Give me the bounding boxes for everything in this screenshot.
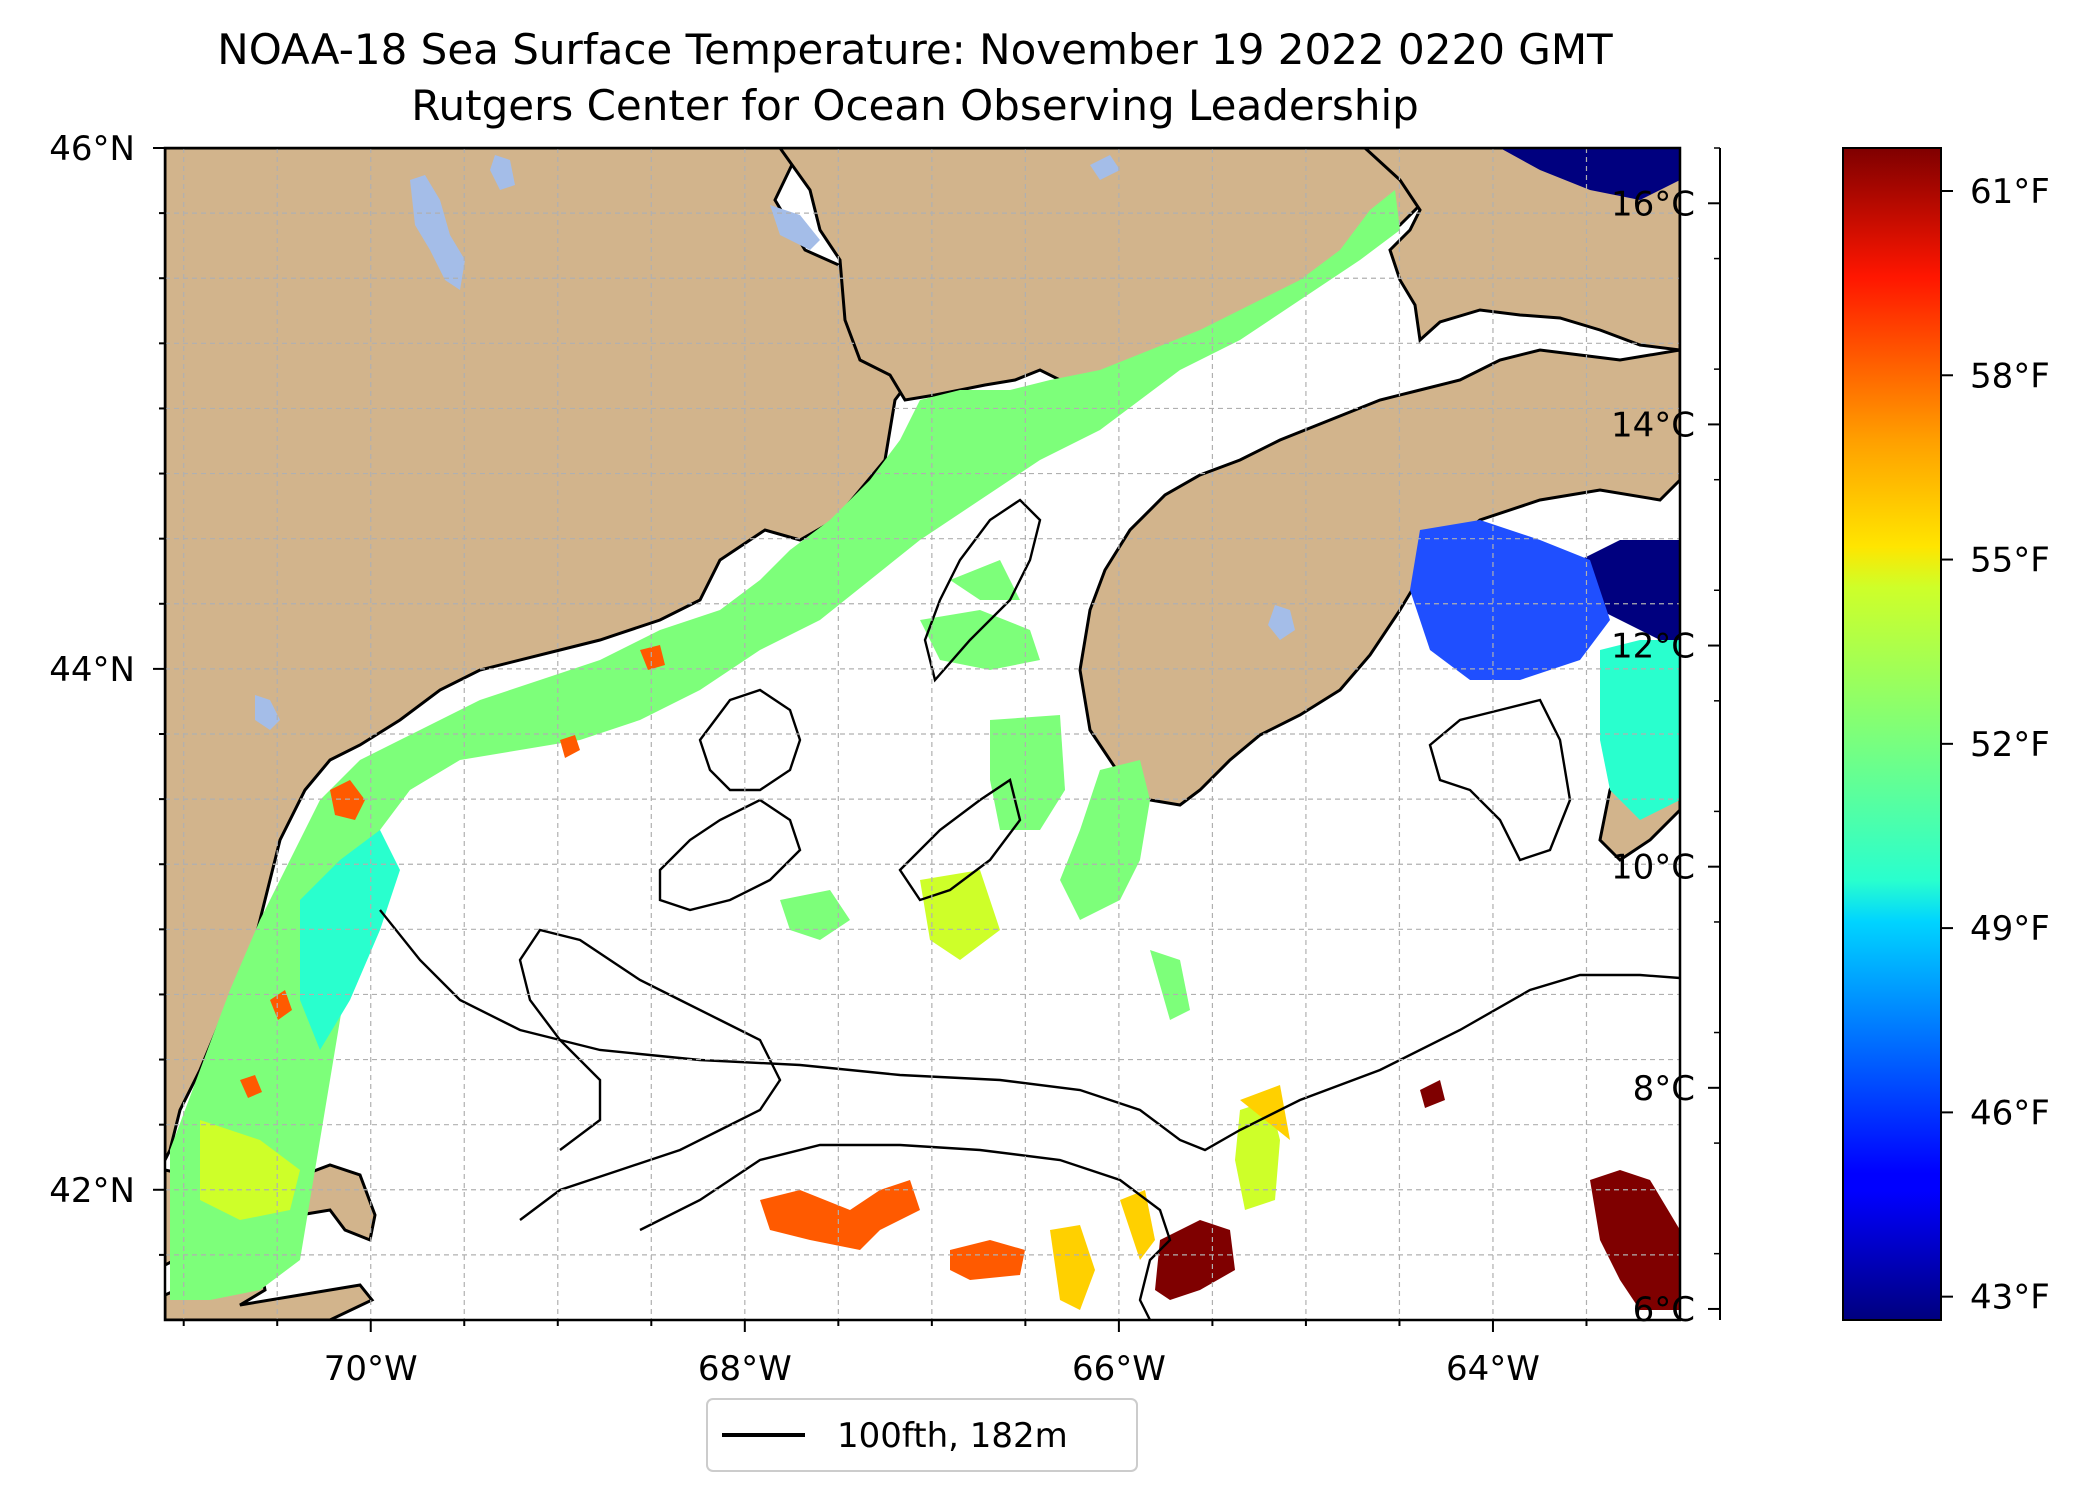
isobath-shelf-edge <box>379 909 1680 1152</box>
map-legend: 100fth, 182m <box>706 1398 1138 1472</box>
lake-ns <box>1268 605 1295 640</box>
isobath-inner <box>518 928 782 1221</box>
sst-patch <box>1060 760 1150 920</box>
sst-patch <box>240 1075 262 1098</box>
sst-patch <box>1590 1170 1680 1310</box>
lakes-layer <box>255 155 1295 730</box>
celsius-label-10: 10°C <box>1611 848 1695 888</box>
map-panel: 46°N 44°N 42°N 70°W 68°W 66°W 64°W <box>49 129 1682 1389</box>
sst-patch <box>200 1120 300 1220</box>
fahrenheit-ticks <box>1941 189 1953 1298</box>
lat-label-44: 44°N <box>49 650 135 690</box>
celsius-label-6: 6°C <box>1633 1290 1695 1330</box>
sst-patch <box>1150 950 1190 1020</box>
sst-patch <box>760 1180 920 1250</box>
celsius-labels: 16°C 14°C 12°C 10°C 8°C 6°C <box>1611 184 1695 1330</box>
fahrenheit-label-46: 46°F <box>1970 1093 2050 1133</box>
sst-patch <box>990 715 1065 830</box>
isobath-basin-a <box>658 798 802 912</box>
fahrenheit-label-43: 43°F <box>1970 1278 2050 1318</box>
sst-patch <box>1580 540 1680 650</box>
colorbar: 16°C 14°C 12°C 10°C 8°C 6°C 61°F 58°F 55… <box>1611 147 2050 1330</box>
fahrenheit-label-58: 58°F <box>1970 356 2050 396</box>
sst-patch <box>1240 1085 1290 1140</box>
lon-label-70w: 70°W <box>324 1349 418 1389</box>
sst-patch <box>1050 1225 1095 1310</box>
colorbar-gradient <box>1842 147 1942 1321</box>
celsius-label-14: 14°C <box>1611 405 1695 445</box>
fahrenheit-label-55: 55°F <box>1970 541 2050 581</box>
lon-label-64w: 64°W <box>1446 1349 1540 1389</box>
sst-patch <box>560 735 580 758</box>
isobath-fundy <box>923 498 1042 683</box>
map-subtitle: Rutgers Center for Ocean Observing Leade… <box>411 81 1419 130</box>
lat-label-46: 46°N <box>49 129 135 169</box>
sst-patch <box>1120 1190 1155 1260</box>
legend-box <box>706 1398 1138 1472</box>
lake-grand <box>770 205 820 250</box>
sst-patch <box>1600 640 1680 820</box>
celsius-label-16: 16°C <box>1611 184 1695 224</box>
lake-small <box>490 155 515 190</box>
map-title: NOAA-18 Sea Surface Temperature: Novembe… <box>217 25 1613 74</box>
celsius-label-8: 8°C <box>1633 1069 1695 1109</box>
gridlines <box>165 148 1680 1320</box>
fahrenheit-labels: 61°F 58°F 55°F 52°F 49°F 46°F 43°F <box>1970 172 2050 1318</box>
sst-patch <box>1500 148 1680 200</box>
fahrenheit-label-52: 52°F <box>1970 725 2050 765</box>
celsius-label-12: 12°C <box>1611 627 1695 667</box>
sst-patch <box>1155 1220 1235 1300</box>
sst-patch <box>920 610 1040 670</box>
isobath-basin-b <box>698 688 802 792</box>
lake-nb <box>1090 155 1120 180</box>
land-pei-gulf <box>1362 148 1680 352</box>
sst-patch <box>640 645 665 670</box>
land-nova-scotia <box>1078 348 1680 807</box>
lake-moosehead <box>410 175 465 290</box>
fahrenheit-label-49: 49°F <box>1970 909 2050 949</box>
lat-labels: 46°N 44°N 42°N <box>49 129 135 1211</box>
lon-label-68w: 68°W <box>698 1349 792 1389</box>
lake-sebago <box>255 695 280 730</box>
sst-swaths <box>170 148 1680 1310</box>
sst-patch <box>1410 520 1610 680</box>
isobath-georges <box>639 1143 1172 1320</box>
sst-patch <box>330 780 365 820</box>
isobath-ridge <box>898 778 1022 902</box>
map-ticks <box>153 147 1588 1332</box>
lat-label-42: 42°N <box>49 1171 135 1211</box>
lon-label-66w: 66°W <box>1072 1349 1166 1389</box>
sst-patch <box>950 560 1020 600</box>
lon-labels: 70°W 68°W 66°W 64°W <box>324 1349 1540 1389</box>
sst-patch <box>300 830 400 1050</box>
sst-patch <box>950 1240 1025 1280</box>
sst-patch <box>780 890 850 940</box>
legend-label: 100fth, 182m <box>837 1416 1068 1456</box>
isobath-100fth <box>379 498 1680 1320</box>
sst-patch <box>270 990 292 1020</box>
isobath-ns-shelf <box>1428 698 1572 862</box>
sst-patch <box>1420 1080 1445 1108</box>
fahrenheit-label-61: 61°F <box>1970 172 2050 212</box>
celsius-ticks <box>1708 147 1721 1320</box>
